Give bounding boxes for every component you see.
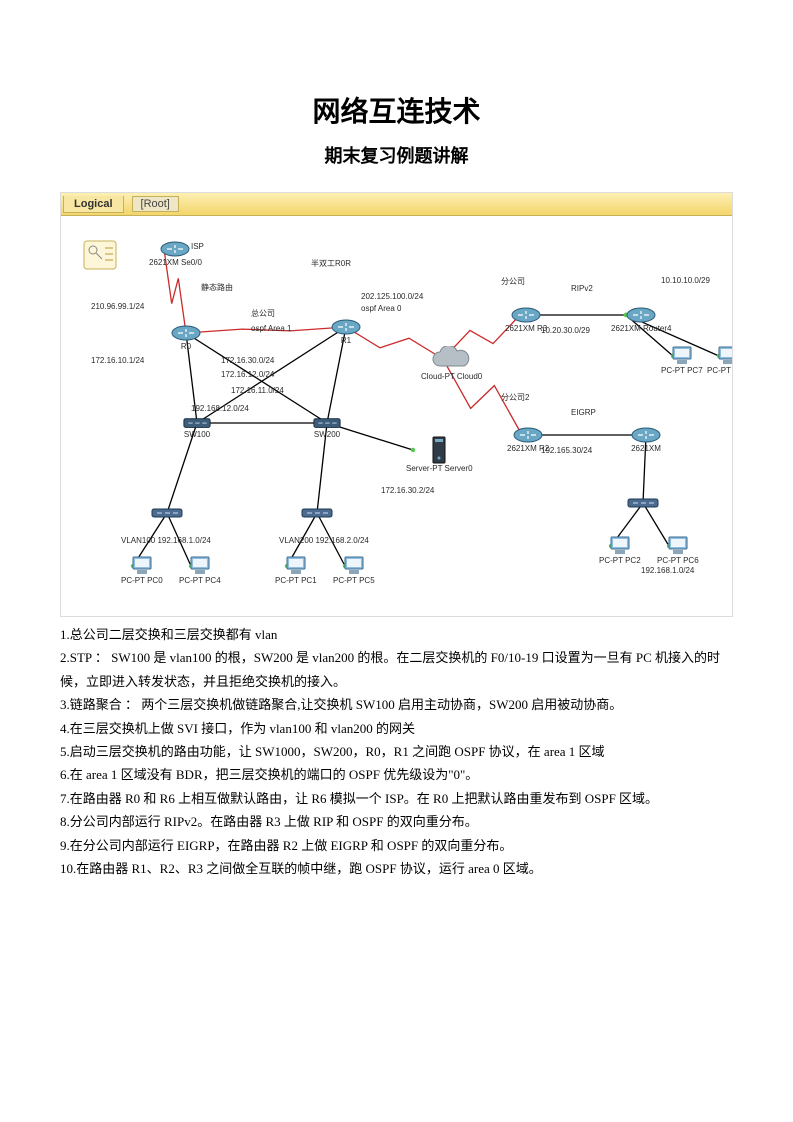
cloud-node-cloud[interactable]: Cloud-PT Cloud0 bbox=[421, 346, 482, 382]
requirement-item: 6.在 area 1 区域没有 BDR，把三层交换机的端口的 OSPF 优先级设… bbox=[60, 763, 733, 786]
net-label: 192.168.12.0/24 bbox=[191, 404, 249, 413]
requirements-list: 1.总公司二层交换和三层交换都有 vlan2.STP ： SW100 是 vla… bbox=[60, 623, 733, 880]
diagram-toolbar: Logical [Root] bbox=[61, 193, 732, 216]
net-label: 192.168.1.0/24 bbox=[641, 566, 694, 575]
requirement-item: 7.在路由器 R0 和 R6 上相互做默认路由，让 R6 模拟一个 ISP。在 … bbox=[60, 787, 733, 810]
pc-node-pc7[interactable]: PC-PT PC7 bbox=[661, 346, 703, 376]
net-label: 10.10.10.0/29 bbox=[661, 276, 710, 285]
net-label: 静态路由 bbox=[201, 282, 233, 293]
net-label: RIPv2 bbox=[571, 284, 593, 293]
requirement-item: 2.STP ： SW100 是 vlan100 的根，SW200 是 vlan2… bbox=[60, 646, 733, 693]
root-breadcrumb[interactable]: [Root] bbox=[132, 196, 179, 212]
requirement-item: 5.启动三层交换机的路由功能，让 SW1000，SW200，R0，R1 之间跑 … bbox=[60, 740, 733, 763]
requirement-item: 9.在分公司内部运行 EIGRP，在路由器 R2 上做 EIGRP 和 OSPF… bbox=[60, 834, 733, 857]
net-label: 10.20.30.0/29 bbox=[541, 326, 590, 335]
router-node-r1[interactable]: R1 bbox=[331, 318, 361, 346]
pc-node-pc0[interactable]: PC-PT PC0 bbox=[121, 556, 163, 586]
net-label: 172.16.30.2/24 bbox=[381, 486, 434, 495]
net-label: 202.125.100.0/24 bbox=[361, 292, 423, 301]
net-label: ospf Area 0 bbox=[361, 304, 401, 313]
net-label: ISP bbox=[191, 242, 204, 251]
requirement-item: 4.在三层交换机上做 SVI 接口，作为 vlan100 和 vlan200 的… bbox=[60, 717, 733, 740]
switch-node-asw2[interactable] bbox=[301, 506, 333, 521]
pc-node-pc3[interactable]: PC-PT PC3 bbox=[707, 346, 732, 376]
net-label: 分公司2 bbox=[501, 392, 529, 403]
l3-node-sw100[interactable]: SW100 bbox=[181, 416, 213, 440]
net-label: EIGRP bbox=[571, 408, 596, 417]
net-label: 172.16.12.0/24 bbox=[221, 370, 274, 379]
net-label: 总公司 bbox=[251, 308, 275, 319]
network-diagram: Logical [Root] 2621XM Se0/0R0R12621XM R3… bbox=[60, 192, 733, 617]
net-label: ospf Area 1 bbox=[251, 324, 291, 333]
requirement-item: 3.链路聚合 ： 两个三层交换机做链路聚合,让交换机 SW100 启用主动协商，… bbox=[60, 693, 733, 716]
server-node-sv[interactable]: Server-PT Server0 bbox=[406, 436, 473, 474]
pc-node-pc2[interactable]: PC-PT PC2 bbox=[599, 536, 641, 566]
net-label: 半双工R0R bbox=[311, 258, 351, 269]
net-label: 192.165.30/24 bbox=[541, 446, 592, 455]
logical-tab[interactable]: Logical bbox=[63, 196, 124, 213]
pc-node-pc5[interactable]: PC-PT PC5 bbox=[333, 556, 375, 586]
router-node-r4[interactable]: 2621XM Router4 bbox=[611, 306, 671, 334]
requirement-item: 1.总公司二层交换和三层交换都有 vlan bbox=[60, 623, 733, 646]
pc-node-pc1[interactable]: PC-PT PC1 bbox=[275, 556, 317, 586]
router-node-r0[interactable]: R0 bbox=[171, 324, 201, 352]
pc-node-pc4[interactable]: PC-PT PC4 bbox=[179, 556, 221, 586]
switch-node-asw1[interactable] bbox=[151, 506, 183, 521]
net-label: 172.16.10.1/24 bbox=[91, 356, 144, 365]
requirement-item: 8.分公司内部运行 RIPv2。在路由器 R3 上做 RIP 和 OSPF 的双… bbox=[60, 810, 733, 833]
net-label: VLAN200 192.168.2.0/24 bbox=[279, 536, 369, 545]
page-subtitle: 期末复习例题讲解 bbox=[60, 142, 733, 168]
net-label: 172.16.30.0/24 bbox=[221, 356, 274, 365]
net-label: VLAN100 192.168.1.0/24 bbox=[121, 536, 211, 545]
page-title: 网络互连技术 bbox=[60, 90, 733, 130]
router-node-r5[interactable]: 2621XM bbox=[631, 426, 661, 454]
pc-node-pc6[interactable]: PC-PT PC6 bbox=[657, 536, 699, 566]
l3-node-sw200[interactable]: SW200 bbox=[311, 416, 343, 440]
net-label: 210.96.99.1/24 bbox=[91, 302, 144, 311]
net-label: 172.16.11.0/24 bbox=[231, 386, 284, 395]
requirement-item: 10.在路由器 R1、R2、R3 之间做全互联的帧中继，跑 OSPF 协议，运行… bbox=[60, 857, 733, 880]
nav-node-nav[interactable] bbox=[83, 240, 117, 273]
switch-node-asw3[interactable] bbox=[627, 496, 659, 511]
net-label: 分公司 bbox=[501, 276, 525, 287]
